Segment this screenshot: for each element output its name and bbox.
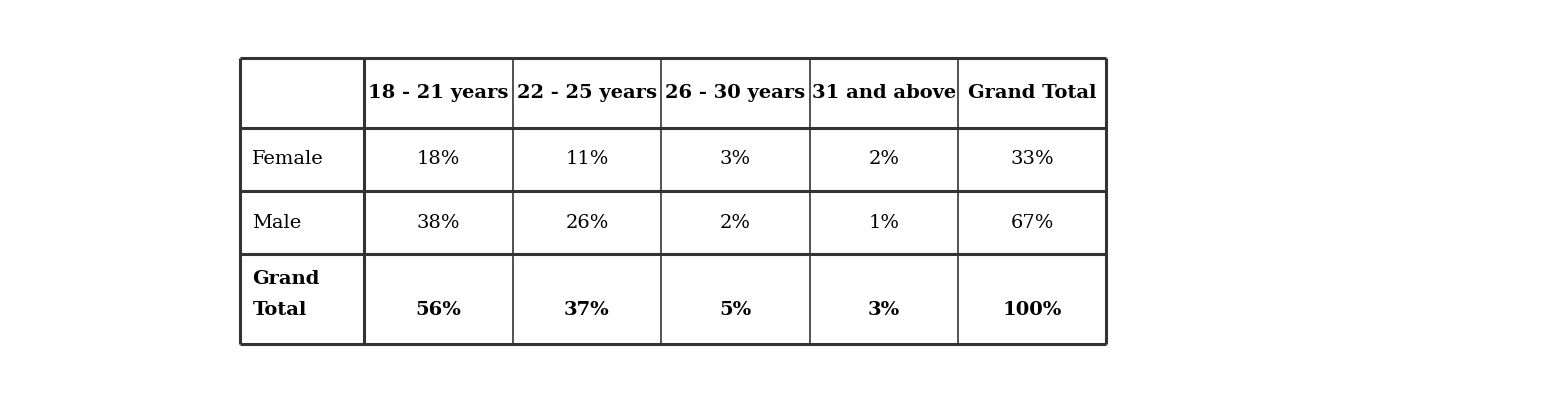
Bar (662, 58, 809, 128)
Text: 3%: 3% (721, 150, 752, 168)
Text: 11%: 11% (565, 150, 609, 168)
Bar (239, 254, 365, 344)
Bar (512, 128, 662, 191)
Bar (512, 191, 662, 254)
Bar (365, 254, 512, 344)
Text: 100%: 100% (1003, 301, 1062, 319)
Bar (809, 191, 958, 254)
Text: 1%: 1% (868, 214, 899, 231)
Bar (239, 191, 365, 254)
Text: 26 - 30 years: 26 - 30 years (665, 84, 806, 102)
Text: 33%: 33% (1011, 150, 1054, 168)
Text: 3%: 3% (868, 301, 899, 319)
Bar (809, 128, 958, 191)
Bar (512, 58, 662, 128)
Text: 31 and above: 31 and above (812, 84, 955, 102)
Bar (958, 191, 1106, 254)
Bar (365, 128, 512, 191)
Text: 37%: 37% (564, 301, 610, 319)
Text: 38%: 38% (416, 214, 460, 231)
Text: 67%: 67% (1011, 214, 1054, 231)
Text: 18 - 21 years: 18 - 21 years (368, 84, 509, 102)
Text: Male: Male (252, 214, 301, 231)
Bar (239, 128, 365, 191)
Bar (958, 128, 1106, 191)
Text: Total: Total (252, 301, 306, 319)
Text: 2%: 2% (868, 150, 899, 168)
Bar (662, 128, 809, 191)
Text: Female: Female (252, 150, 325, 168)
Text: 5%: 5% (719, 301, 752, 319)
Text: 2%: 2% (721, 214, 752, 231)
Bar (662, 254, 809, 344)
Bar (958, 254, 1106, 344)
Text: 56%: 56% (416, 301, 461, 319)
Bar (365, 58, 512, 128)
Bar (662, 191, 809, 254)
Bar (239, 58, 365, 128)
Text: Grand: Grand (252, 270, 320, 288)
Text: 22 - 25 years: 22 - 25 years (517, 84, 657, 102)
Bar (512, 254, 662, 344)
Text: Grand Total: Grand Total (968, 84, 1096, 102)
Text: 18%: 18% (416, 150, 460, 168)
Bar (809, 58, 958, 128)
Bar (958, 58, 1106, 128)
Text: 26%: 26% (565, 214, 609, 231)
Bar (809, 254, 958, 344)
Bar (365, 191, 512, 254)
